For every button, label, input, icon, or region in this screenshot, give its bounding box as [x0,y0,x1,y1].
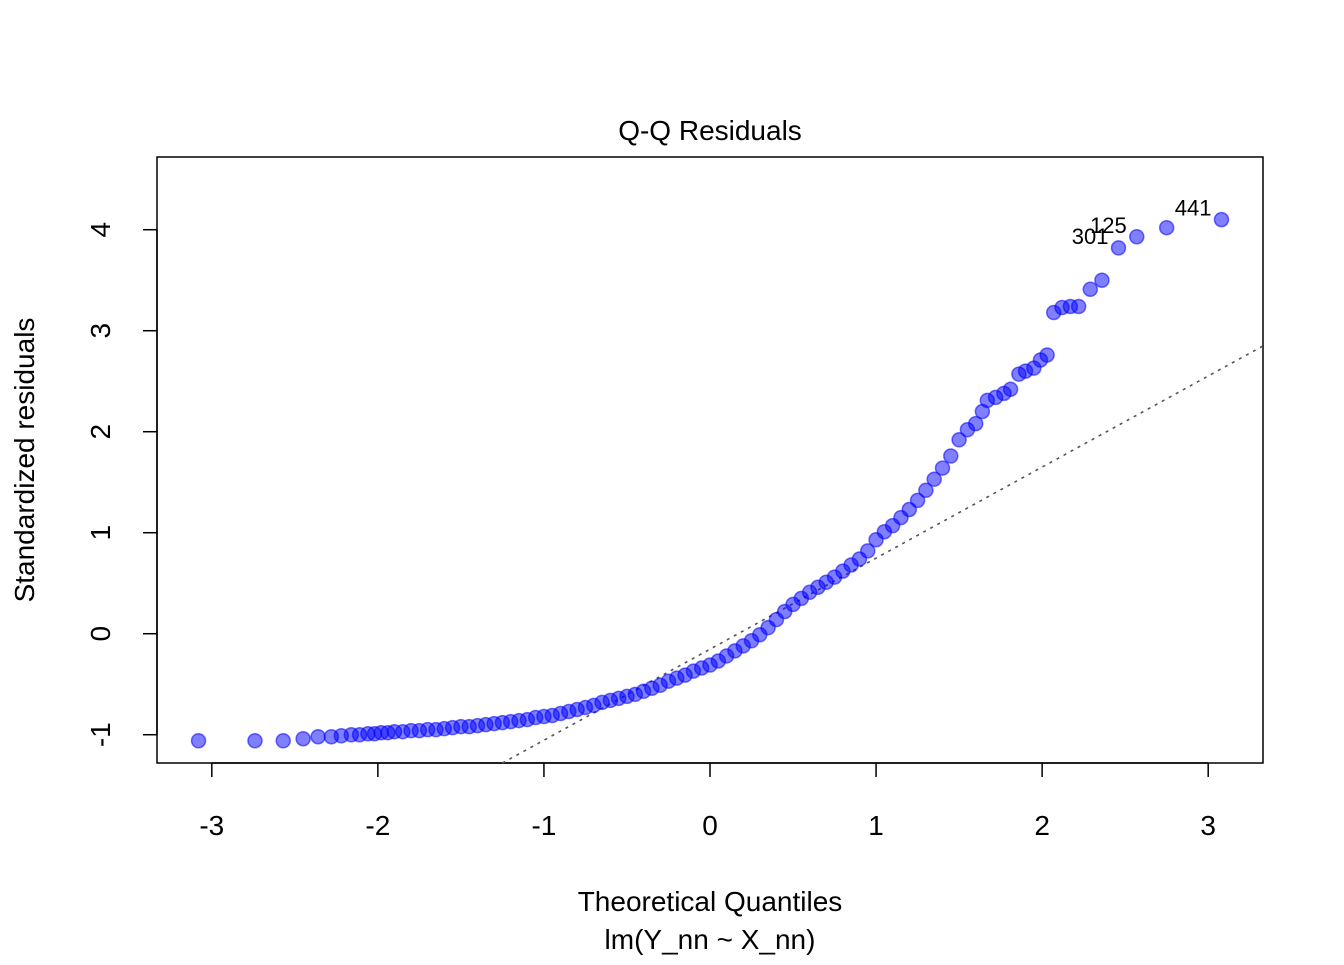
y-axis-label: Standardized residuals [9,318,40,603]
data-point [190,733,207,749]
y-axis: -1 0 1 2 3 4 [85,222,158,747]
data-point [967,415,984,432]
chart-title: Q-Q Residuals [618,115,802,146]
x-tick-label: -3 [199,810,224,841]
x-axis-label: Theoretical Quantiles [578,886,843,917]
point-label: 301 [1072,224,1109,249]
x-tick-label: -1 [531,810,556,841]
data-point [926,471,942,487]
point-label: 125 [1090,213,1127,238]
data-point [275,733,291,749]
data-point [951,432,967,448]
x-tick-label: -2 [365,810,390,841]
data-point [1082,281,1099,298]
data-point [247,733,263,749]
data-point [1070,298,1087,315]
x-tick-label: 1 [868,810,884,841]
data-point [295,731,311,747]
y-tick-label: 3 [85,323,116,339]
y-tick-label: 1 [85,525,116,541]
data-point [860,543,876,559]
data-point [1094,272,1110,288]
data-point [934,460,951,476]
data-point [943,448,959,464]
x-axis: -3 -2 -1 0 1 2 3 [199,762,1216,841]
point-label: 441 [1175,196,1212,221]
data-point [909,492,926,509]
x-tick-label: 2 [1034,810,1050,841]
x-tick-label: 0 [702,810,718,841]
y-tick-label: 2 [85,424,116,440]
data-point [1039,347,1055,363]
y-tick-label: 4 [85,222,116,238]
y-tick-label: -1 [85,722,116,747]
data-point [1002,381,1019,398]
x-axis-sublabel: lm(Y_nn ~ X_nn) [605,924,816,955]
y-tick-label: 0 [85,626,116,642]
data-point [1129,229,1145,245]
x-tick-label: 3 [1200,810,1216,841]
data-point [1158,219,1175,236]
data-point [1213,211,1230,228]
points-group [190,211,1230,749]
data-point [1110,240,1127,256]
data-point [918,482,934,499]
data-point [310,728,326,745]
